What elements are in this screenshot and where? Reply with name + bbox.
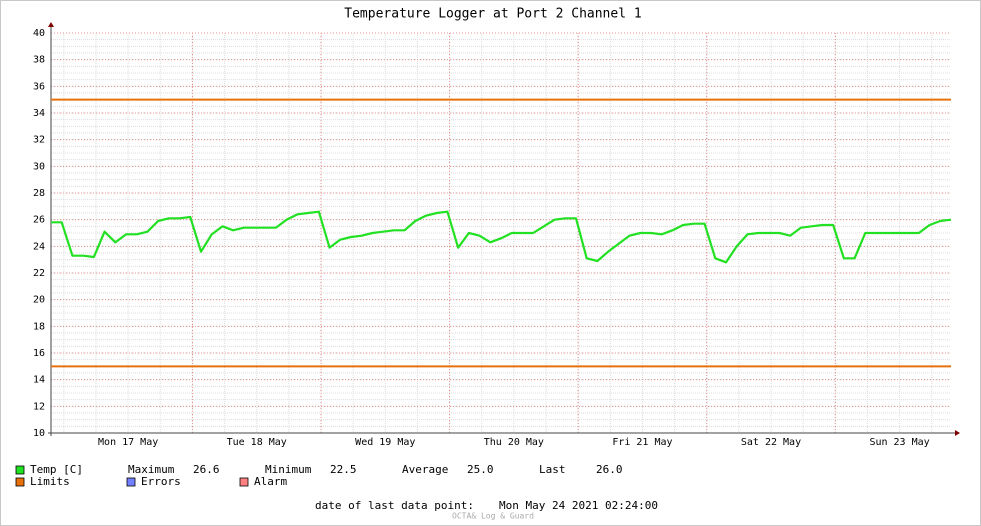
y-tick-label: 24 <box>33 241 45 252</box>
legend-label: Alarm <box>254 475 287 488</box>
stat-value: 25.0 <box>467 463 494 476</box>
y-tick-label: 40 <box>33 28 45 39</box>
legend-swatch <box>126 477 136 487</box>
x-tick-label: Sat 22 May <box>741 437 801 448</box>
y-tick-label: 16 <box>33 348 45 359</box>
legend-swatch <box>15 477 25 487</box>
stat-value: 26.0 <box>596 463 623 476</box>
stat-label: Minimum <box>265 463 312 476</box>
temp-line <box>51 210 952 264</box>
footer-date: Mon May 24 2021 02:24:00 <box>499 499 658 512</box>
stat-label: Last <box>539 463 566 476</box>
y-tick-label: 14 <box>33 375 45 386</box>
y-tick-label: 38 <box>33 55 45 66</box>
x-tick-label: Fri 21 May <box>612 437 672 448</box>
chart-title: Temperature Logger at Port 2 Channel 1 <box>344 7 641 22</box>
stat-label: Average <box>402 463 448 476</box>
y-tick-label: 32 <box>33 135 45 146</box>
axis-arrow <box>48 22 54 27</box>
y-tick-label: 20 <box>33 295 45 306</box>
y-tick-label: 36 <box>33 81 45 92</box>
x-tick-label: Wed 19 May <box>355 437 415 448</box>
footer-label: date of last data point: <box>315 499 474 512</box>
stat-label: Maximum <box>128 463 175 476</box>
x-tick-label: Tue 18 May <box>227 437 287 448</box>
y-tick-label: 12 <box>33 401 45 412</box>
legend-swatch <box>239 477 249 487</box>
legend-label: Limits <box>30 475 70 488</box>
y-tick-label: 18 <box>33 321 45 332</box>
y-tick-label: 26 <box>33 215 45 226</box>
x-tick-label: Thu 20 May <box>484 437 544 448</box>
legend-swatch <box>15 465 25 475</box>
y-tick-label: 10 <box>33 428 45 439</box>
y-tick-label: 22 <box>33 268 45 279</box>
legend-label: Temp [C] <box>30 463 83 476</box>
axis-arrow <box>955 430 960 436</box>
stat-value: 22.5 <box>330 463 357 476</box>
y-tick-label: 30 <box>33 161 45 172</box>
x-tick-label: Sun 23 May <box>869 437 929 448</box>
legend-label: Errors <box>141 475 181 488</box>
watermark: OCTA& Log & Guard <box>452 512 534 521</box>
y-tick-label: 34 <box>33 108 45 119</box>
y-tick-label: 28 <box>33 188 45 199</box>
stat-value: 26.6 <box>193 463 220 476</box>
x-tick-label: Mon 17 May <box>98 437 158 448</box>
